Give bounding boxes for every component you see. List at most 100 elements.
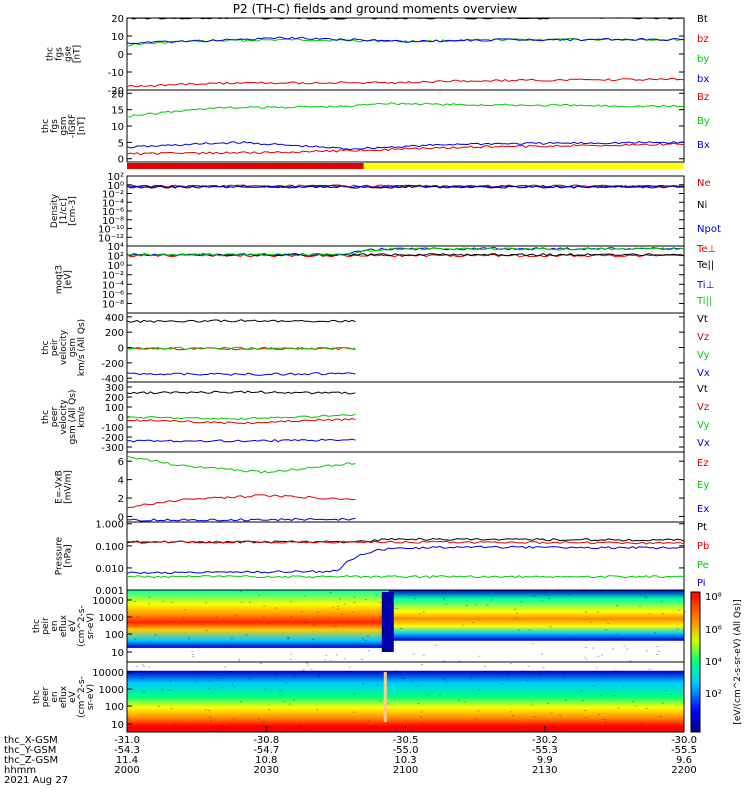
spectrogram-speckle — [656, 654, 658, 655]
legend-efield-Ex: Ex — [697, 504, 709, 515]
series-line-peer_velocity_gsm-Vx — [126, 438, 356, 443]
spectrogram-speckle — [645, 708, 648, 709]
spectrogram-speckle — [477, 710, 480, 712]
spectrogram-speckle — [224, 666, 227, 668]
spectrogram-speckle — [140, 677, 143, 679]
ytick-label-density: 10⁻² — [102, 190, 124, 201]
series-line-fgs_gsm-Bz — [126, 142, 685, 156]
ylabel-density: [1/cc] — [59, 198, 69, 224]
spectrogram-speckle — [470, 678, 473, 680]
spectrogram-speckle — [440, 728, 443, 730]
time-row-value: -54.7 — [253, 745, 279, 756]
spectrogram-peir-after — [388, 590, 684, 662]
spectrogram-speckle — [187, 638, 190, 640]
legend-temperature-Ti⊥: Ti⊥ — [696, 280, 714, 291]
ytick-label-fgs_gsm: 20 — [111, 89, 124, 100]
colorbar-label: [eV/(cm^2-s-sr-eV) (All Qs)] — [733, 599, 743, 724]
spectrogram-speckle — [604, 629, 607, 631]
spectrogram-speckle — [442, 660, 445, 662]
ytick-label-peer_velocity_gsm: -300 — [101, 443, 124, 454]
ylabel-pressure: [nPa] — [64, 544, 74, 567]
spectrogram-speckle — [143, 691, 146, 693]
colorbar-tick-label: 10⁸ — [705, 592, 722, 603]
spectrogram-speckle — [520, 601, 523, 603]
spectrogram-speckle — [434, 644, 437, 646]
spectrogram-speckle — [629, 660, 632, 662]
spectrogram-speckle — [275, 607, 278, 609]
spectrogram-speckle — [287, 638, 290, 640]
series-line-pressure-Pi — [126, 545, 685, 575]
legend-fgs_gse-bx: bx — [697, 74, 709, 85]
spectrogram-speckle — [316, 708, 319, 710]
spectrogram-speckle — [191, 651, 194, 653]
spectrogram-speckle — [394, 670, 397, 672]
spectrogram-speckle — [362, 683, 365, 685]
spectrogram-speckle — [573, 637, 576, 639]
spectrogram-speckle — [230, 637, 233, 639]
spectrogram-speckle — [678, 609, 681, 611]
spectrogram-speckle — [352, 711, 355, 713]
spectrogram-speckle — [582, 700, 584, 701]
spectrogram-speckle — [531, 703, 534, 705]
spectrogram-speckle — [157, 705, 160, 707]
ylabel-fgs_gsm: thc — [41, 119, 51, 133]
spectrogram-speckle — [486, 604, 489, 606]
spectrogram-speckle — [539, 673, 542, 675]
ylabel-peer_en_eflux: en — [50, 691, 60, 702]
series-line-efield-Ez — [126, 494, 356, 509]
spectrogram-speckle — [410, 681, 413, 683]
ylabel-fgs_gse: thc — [46, 47, 56, 61]
spectrogram-speckle — [384, 598, 386, 600]
time-row-value: 2030 — [254, 765, 279, 776]
spectrogram-speckle — [568, 594, 571, 595]
spectrogram-speckle — [607, 622, 610, 624]
panel-frame-fgs_gsm — [126, 89, 685, 163]
series-line-peer_velocity_gsm-Vy — [126, 413, 356, 421]
spectrogram-speckle — [550, 712, 553, 714]
legend-temperature-Ti||: Ti|| — [696, 296, 712, 307]
spectrogram-speckle — [238, 658, 240, 660]
spectrogram-speckle — [445, 681, 448, 683]
ylabel-peer_en_eflux: sr-eV) — [86, 684, 96, 710]
spectrogram-speckle — [351, 611, 354, 613]
spectrogram-speckle — [191, 674, 194, 676]
ytick-label-peir_velocity_gsm: -400 — [101, 374, 124, 385]
spectrogram-speckle — [229, 722, 232, 724]
spectrogram-speckle — [299, 726, 302, 727]
spectrogram-speckle — [645, 650, 648, 652]
spectrogram-speckle — [438, 694, 441, 696]
ytick-label-fgs_gsm: 5 — [118, 138, 124, 149]
spectrogram-speckle — [307, 664, 310, 666]
spectrogram-speckle — [421, 664, 423, 666]
spectrogram-speckle — [617, 633, 619, 635]
legend-fgs_gse-by: by — [697, 54, 709, 65]
spectrogram-speckle — [478, 655, 481, 657]
spectrogram-speckle — [611, 648, 614, 650]
spectrogram-speckle — [648, 668, 651, 670]
ylabel-peir_en_eflux: thc — [32, 619, 42, 633]
spectrogram-speckle — [644, 597, 647, 599]
spectrogram-speckle — [598, 714, 601, 715]
spectrogram-speckle — [590, 621, 593, 623]
spectrogram-speckle — [162, 600, 164, 602]
legend-fgs_gsm-Bx: Bx — [697, 140, 710, 151]
ytick-label-pressure: 1.000 — [95, 520, 124, 531]
time-row-value: 9.9 — [537, 755, 553, 766]
legend-peer_velocity_gsm-Vt: Vt — [697, 384, 708, 395]
spectrogram-speckle — [599, 694, 602, 696]
series-line-density-Npot — [126, 184, 685, 189]
ytick-label-peer_velocity_gsm: 300 — [105, 383, 124, 394]
spectrogram-speckle — [329, 592, 332, 593]
ytick-label-temperature: 10⁻⁸ — [102, 299, 124, 310]
spectrogram-speckle — [275, 675, 278, 677]
spectrogram-speckle — [301, 611, 304, 612]
series-line-peir_velocity_gsm-Vy — [126, 346, 356, 350]
spectrogram-speckle — [499, 675, 502, 677]
spectrogram-speckle — [379, 616, 382, 618]
time-row-value: -30.8 — [253, 735, 279, 746]
legend-temperature-Te||: Te|| — [696, 260, 714, 271]
ytick-label-fgs_gse: -10 — [108, 68, 124, 79]
figure-title: P2 (TH-C) fields and ground moments over… — [233, 2, 518, 16]
ytick-label-density: 10² — [107, 172, 124, 183]
legend-density-Ni: Ni — [697, 200, 707, 211]
